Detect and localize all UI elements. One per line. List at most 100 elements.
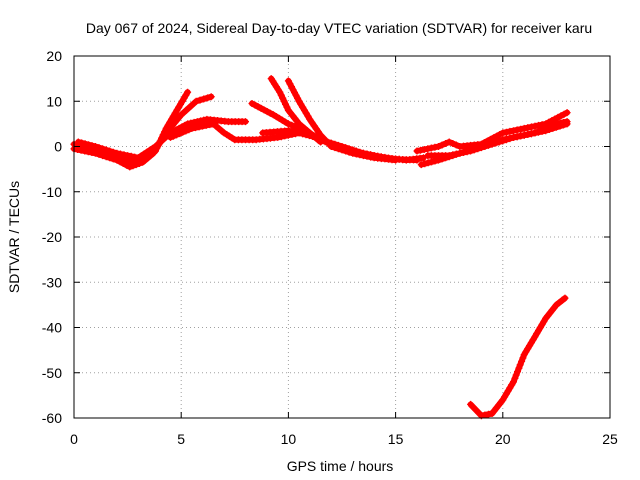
data-point: [126, 163, 134, 171]
data-point: [520, 131, 528, 139]
data-point: [334, 143, 342, 150]
series-layer: [70, 75, 571, 420]
data-point: [324, 139, 332, 147]
data-point: [481, 411, 489, 419]
data-point: [195, 123, 203, 131]
data-point: [129, 162, 137, 170]
data-point: [502, 128, 510, 136]
data-point: [515, 364, 523, 372]
data-point: [496, 131, 504, 138]
data-point: [543, 124, 551, 132]
y-tick-label: -20: [42, 229, 62, 245]
data-point: [204, 94, 211, 102]
data-point: [276, 88, 284, 96]
data-point: [552, 120, 560, 128]
data-point: [485, 410, 492, 418]
data-point: [288, 121, 296, 129]
data-point: [499, 137, 507, 145]
data-point: [321, 138, 329, 146]
data-point: [193, 118, 201, 126]
y-tick-label: 10: [46, 93, 62, 109]
data-point: [563, 118, 571, 126]
data-point: [549, 121, 557, 129]
data-point: [511, 374, 519, 382]
data-point: [295, 129, 303, 137]
data-point: [127, 152, 135, 160]
data-point: [488, 140, 496, 148]
data-point: [445, 152, 453, 160]
chart-title: Day 067 of 2024, Sidereal Day-to-day VTE…: [86, 20, 592, 36]
data-point: [88, 142, 96, 150]
data-point: [460, 149, 467, 156]
x-tick-label: 10: [281, 431, 297, 447]
data-point: [74, 138, 82, 146]
series-trace-12: [467, 294, 569, 420]
data-point: [490, 134, 498, 142]
data-point: [288, 127, 296, 135]
x-tick-label: 5: [177, 431, 185, 447]
data-point: [485, 141, 492, 149]
data-point: [477, 144, 485, 152]
series-trace-2: [70, 93, 215, 171]
data-point: [417, 146, 425, 154]
y-tick-label: -60: [42, 410, 62, 426]
data-point: [481, 143, 489, 150]
data-point: [510, 378, 517, 386]
data-point: [352, 148, 360, 156]
data-point: [519, 354, 527, 362]
data-point: [306, 131, 314, 139]
tick-layer: [73, 55, 611, 419]
data-point: [131, 153, 139, 161]
data-point: [424, 159, 432, 167]
y-axis-label: SDTVAR / TECUs: [6, 181, 22, 293]
x-axis-label: GPS time / hours: [287, 458, 394, 474]
data-point: [74, 146, 82, 153]
data-point: [188, 124, 196, 132]
data-point: [318, 136, 326, 144]
series-trace-3: [74, 115, 249, 162]
data-point: [514, 368, 521, 376]
data-point: [182, 127, 190, 135]
data-point: [167, 133, 174, 141]
data-point: [202, 121, 210, 129]
data-point: [427, 144, 435, 152]
data-point: [540, 125, 548, 133]
data-point: [120, 151, 128, 159]
data-point: [184, 120, 192, 128]
data-point: [506, 127, 514, 135]
data-point: [413, 147, 421, 155]
data-point: [428, 158, 436, 166]
data-point: [81, 147, 89, 155]
data-point: [499, 129, 507, 137]
data-point: [492, 139, 500, 147]
data-point: [279, 94, 287, 102]
data-point: [442, 140, 450, 147]
data-point: [251, 101, 259, 109]
data-point: [91, 143, 99, 150]
data-point: [102, 153, 110, 161]
data-point: [531, 122, 539, 130]
data-point: [312, 134, 320, 142]
data-point: [200, 95, 208, 103]
data-point: [292, 128, 299, 136]
data-point: [85, 141, 93, 149]
data-point: [99, 152, 107, 160]
data-point: [260, 106, 268, 114]
y-tick-label: -30: [42, 274, 62, 290]
data-point: [417, 161, 425, 169]
data-point: [315, 135, 323, 143]
data-point: [524, 124, 532, 132]
data-point: [452, 141, 460, 149]
data-point: [535, 121, 542, 129]
data-point: [78, 139, 86, 147]
data-point: [557, 112, 565, 120]
x-tick-label: 25: [602, 431, 618, 447]
data-point: [190, 118, 198, 126]
data-point: [135, 160, 143, 167]
data-point: [531, 129, 539, 137]
data-point: [513, 133, 521, 141]
series-trace-11: [424, 118, 571, 160]
data-point: [563, 109, 571, 117]
data-point: [560, 110, 568, 118]
data-point: [534, 128, 542, 136]
